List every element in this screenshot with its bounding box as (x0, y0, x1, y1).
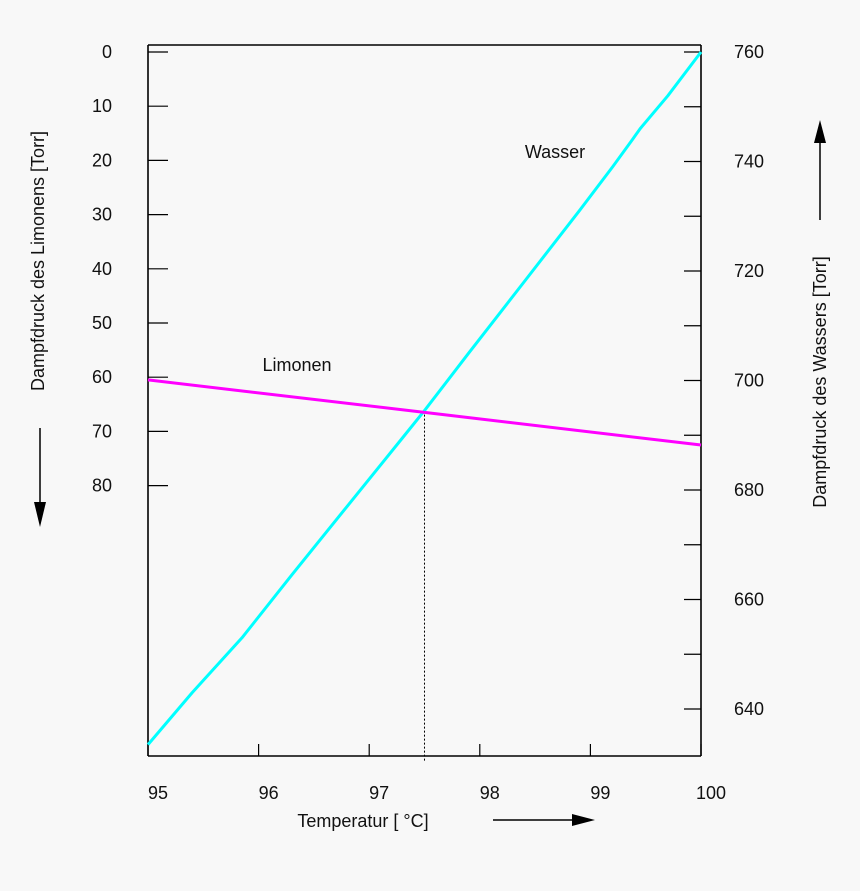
left-axis-ticks: 0 10 20 30 40 50 60 70 80 (92, 42, 168, 496)
x-axis-label: Temperatur [ °C] (297, 811, 428, 831)
left-tick-label: 0 (102, 42, 112, 62)
x-tick-label: 97 (369, 783, 389, 803)
right-axis-up-arrow-head (814, 120, 826, 143)
left-tick-label: 50 (92, 313, 112, 333)
left-tick-label: 10 (92, 96, 112, 116)
left-tick-label: 20 (92, 150, 112, 170)
x-tick-label: 99 (590, 783, 610, 803)
x-axis-ticks: 95 96 97 98 99 100 (147, 744, 726, 803)
series-label-wasser: Wasser (525, 142, 585, 162)
right-tick-label: 700 (734, 371, 764, 391)
series-line-limonen (147, 378, 702, 447)
left-tick-label: 40 (92, 259, 112, 279)
series-lines (146, 51, 703, 746)
left-tick-label: 60 (92, 367, 112, 387)
x-tick-label: 95 (148, 783, 168, 803)
series-line-wasser (146, 51, 703, 746)
series-labels: Wasser Limonen (262, 142, 585, 375)
right-tick-label: 760 (734, 42, 764, 62)
x-axis-right-arrow-head (572, 814, 595, 826)
direction-arrows (34, 120, 826, 826)
left-axis-down-arrow-head (34, 502, 46, 527)
left-tick-label: 70 (92, 421, 112, 441)
right-axis-ticks: 640 660 680 700 720 740 760 (684, 42, 764, 719)
right-tick-label: 660 (734, 590, 764, 610)
left-tick-label: 30 (92, 205, 112, 225)
series-label-limonen: Limonen (262, 355, 331, 375)
right-tick-label: 740 (734, 152, 764, 172)
left-axis-label: Dampfdruck des Limonens [Torr] (28, 131, 48, 391)
right-tick-label: 640 (734, 699, 764, 719)
right-tick-label: 720 (734, 261, 764, 281)
x-tick-label: 98 (480, 783, 500, 803)
left-tick-label: 80 (92, 476, 112, 496)
right-tick-label: 680 (734, 480, 764, 500)
x-tick-label: 100 (696, 783, 726, 803)
x-tick-label: 96 (259, 783, 279, 803)
right-axis-label: Dampfdruck des Wassers [Torr] (810, 256, 830, 507)
